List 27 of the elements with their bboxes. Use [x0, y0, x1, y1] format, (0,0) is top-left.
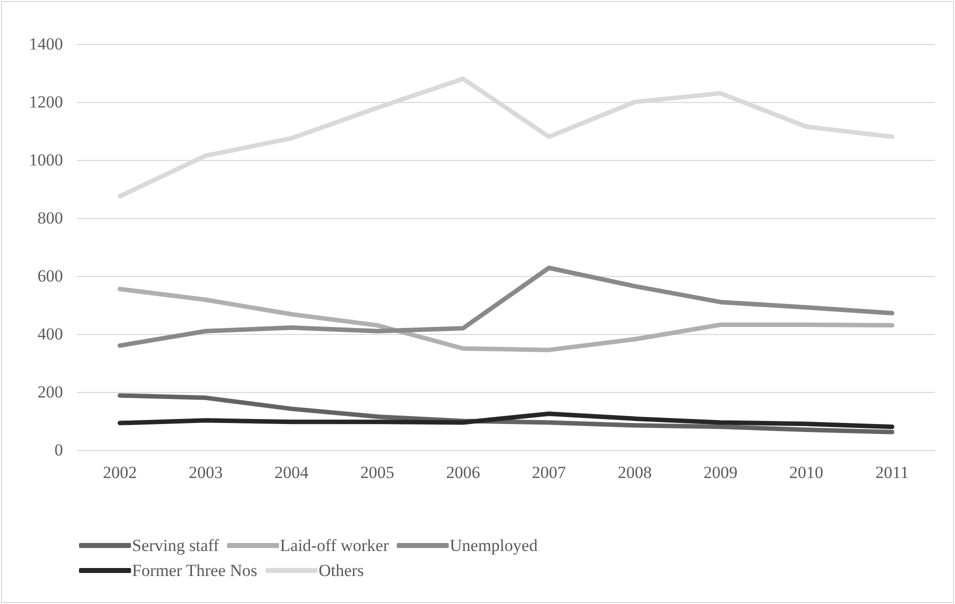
line-series: [118, 266, 894, 348]
line-series: [118, 393, 894, 434]
x-tick-label: 2006: [446, 463, 480, 482]
x-tick-label: 2011: [875, 463, 909, 482]
legend-label: Unemployed: [450, 536, 538, 555]
x-tick-label: 2010: [789, 463, 824, 482]
legend-label: Others: [318, 561, 364, 580]
x-tick-label: 2009: [704, 463, 738, 482]
y-tick-label: 800: [38, 208, 63, 228]
y-tick-label: 0: [54, 440, 63, 460]
line-series: [118, 286, 894, 352]
y-tick-label: 400: [38, 324, 63, 344]
legend-label: Laid-off worker: [280, 536, 390, 555]
line-series: [118, 412, 894, 430]
legend-label: Serving staff: [132, 536, 220, 555]
y-tick-label: 1200: [29, 92, 63, 112]
x-tick-label: 2004: [274, 463, 309, 482]
y-tick-label: 200: [38, 382, 63, 402]
legend-label: Former Three Nos: [132, 561, 258, 580]
y-tick-label: 600: [38, 266, 63, 286]
x-tick-label: 2003: [188, 463, 223, 482]
y-tick-label: 1000: [29, 150, 63, 170]
x-tick-label: 2008: [618, 463, 652, 482]
x-tick-label: 2007: [532, 463, 566, 482]
x-tick-label: 2005: [360, 463, 394, 482]
y-tick-label: 1400: [29, 34, 63, 54]
x-tick-label: 2002: [102, 463, 137, 482]
